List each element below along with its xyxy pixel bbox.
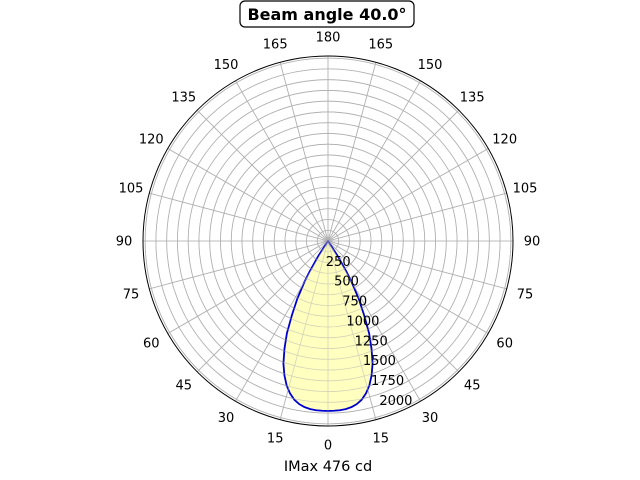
angle-tick-label: 135: [171, 90, 196, 105]
grid-spoke-overlay: [327, 192, 507, 242]
angle-tick-label: 105: [513, 182, 538, 197]
angle-tick-label: 0: [324, 439, 332, 454]
grid-spoke-overlay: [279, 62, 329, 242]
title-text: Beam angle 40.0°: [247, 5, 406, 24]
grid-spoke-overlay: [196, 240, 329, 373]
angle-tick-label: 165: [263, 38, 288, 53]
grid-spoke-overlay: [235, 240, 329, 402]
angle-tick-label: 45: [464, 379, 481, 394]
grid-spoke-overlay: [327, 240, 507, 290]
radial-tick-label: 250: [326, 255, 351, 270]
radial-tick-label: 1750: [371, 374, 404, 389]
angle-tick-label: 120: [139, 133, 164, 148]
grid-spoke-overlay: [327, 148, 489, 242]
grid-spoke-overlay: [327, 240, 377, 420]
x-axis-label: IMax 476 cd: [284, 459, 372, 475]
grid-spoke-overlay: [196, 109, 329, 242]
angle-tick-label: 90: [116, 235, 133, 250]
radial-tick-label: 500: [334, 275, 359, 290]
grid-spoke-overlay: [327, 240, 460, 373]
grid-spoke-overlay: [167, 240, 329, 334]
angle-tick-label: 15: [373, 432, 390, 447]
grid-spoke-overlay: [149, 192, 329, 242]
radial-tick-label: 1250: [355, 334, 388, 349]
angle-tick-label: 150: [418, 58, 443, 73]
angle-tick-label: 165: [368, 38, 393, 53]
angle-tick-label: 90: [524, 235, 541, 250]
radial-tick-label: 1500: [363, 354, 396, 369]
polar-frame: [142, 55, 514, 427]
grid-spoke-overlay: [327, 80, 421, 242]
angle-tick-label: 105: [119, 182, 144, 197]
outer-circle: [142, 55, 514, 427]
angle-tick-label: 180: [316, 31, 341, 46]
angle-tick-label: 75: [123, 287, 140, 302]
grid-spoke-overlay: [167, 148, 329, 242]
angle-tick-label: 135: [460, 90, 485, 105]
grid-spoke-overlay: [279, 240, 329, 420]
angle-tick-label: 60: [496, 337, 513, 352]
angle-tick-label: 30: [218, 411, 235, 426]
chart-title: Beam angle 40.0°: [239, 0, 415, 28]
grid-spoke-overlay: [149, 240, 329, 290]
data-layer: [143, 56, 513, 426]
angle-tick-label: 75: [517, 287, 534, 302]
grid-overlay: [143, 56, 513, 426]
radial-tick-label: 750: [342, 295, 367, 310]
grid-spoke-overlay: [327, 109, 460, 242]
angle-tick-labels: 0 15 30 45 60 75 90 105 120 135 150 165 180 165 150 135…: [116, 31, 541, 454]
angle-tick-label: 120: [492, 133, 517, 148]
grid-spoke-overlay: [235, 80, 329, 242]
grid-spoke-overlay: [327, 62, 377, 242]
grid-spoke-overlay: [327, 240, 421, 402]
radial-tick-label: 2000: [379, 394, 412, 409]
title-box: [239, 0, 415, 28]
radial-tick-label: 1000: [346, 315, 379, 330]
angle-tick-label: 30: [422, 411, 439, 426]
radial-tick-labels: 250 500 750 1000 1250 1500 1750 2000: [326, 255, 413, 409]
angle-tick-label: 15: [267, 432, 284, 447]
grid-spoke-overlay: [327, 240, 489, 334]
angle-tick-label: 150: [214, 58, 239, 73]
angle-tick-label: 60: [143, 337, 160, 352]
angle-tick-label: 45: [176, 379, 193, 394]
